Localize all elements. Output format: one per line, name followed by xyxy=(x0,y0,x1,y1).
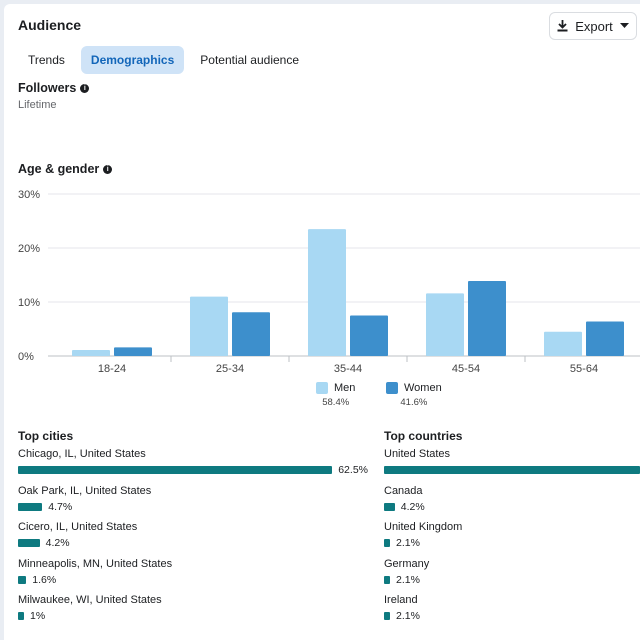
info-icon[interactable]: i xyxy=(80,83,90,93)
x-tick-label: 45-54 xyxy=(452,363,480,375)
top-cities-list: Chicago, IL, United States 62.5% Oak Park,… xyxy=(18,448,368,631)
y-tick-label: 20% xyxy=(18,243,40,255)
city-label: Cicero, IL, United States xyxy=(18,521,138,533)
city-bar-row: 1.6% xyxy=(18,573,368,586)
export-button[interactable]: Export xyxy=(549,12,637,40)
city-item: Chicago, IL, United States 62.5% xyxy=(18,448,368,485)
country-bar xyxy=(384,575,390,584)
city-item: Milwaukee, WI, United States 1% xyxy=(18,594,368,631)
bar-women-18-24 xyxy=(114,347,152,356)
followers-heading: Followers i xyxy=(18,81,90,95)
export-label: Export xyxy=(575,18,613,34)
city-bar xyxy=(18,575,27,584)
country-pct: 2.1% xyxy=(396,573,420,586)
age-gender-title: Age & gender xyxy=(18,162,100,176)
legend-pct-women: 41.6% xyxy=(400,397,428,408)
top-cities-title: Top cities xyxy=(18,429,74,443)
age-gender-heading: Age & gender i xyxy=(18,162,113,176)
country-bar xyxy=(384,466,640,474)
country-bar-row: 2.1% xyxy=(384,610,640,622)
country-pct: 4.2% xyxy=(400,500,425,513)
country-item: United States xyxy=(384,448,640,485)
country-bar xyxy=(384,502,395,511)
country-bar-row: 2.1% xyxy=(384,573,640,586)
country-bar xyxy=(384,612,390,620)
tab-trends[interactable]: Trends xyxy=(28,53,65,67)
legend-label-men: Men xyxy=(334,382,356,394)
city-pct: 1% xyxy=(30,610,46,622)
bar-men-45-54 xyxy=(426,293,464,356)
city-item: Cicero, IL, United States 4.2% xyxy=(18,521,368,558)
caret-down-icon xyxy=(619,23,629,28)
city-bar xyxy=(18,466,333,474)
city-pct: 4.2% xyxy=(45,537,70,549)
page-title: Audience xyxy=(18,17,82,33)
country-label: Germany xyxy=(384,557,430,570)
followers-title: Followers xyxy=(18,81,77,95)
tab-potential-audience[interactable]: Potential audience xyxy=(200,53,300,67)
bar-men-25-34 xyxy=(190,296,228,356)
country-label: United States xyxy=(384,448,451,460)
country-item: Germany 2.1% xyxy=(384,558,640,595)
legend-swatch-women xyxy=(386,382,398,394)
top-countries-title: Top countries xyxy=(384,429,463,443)
tab-bar: Trends Demographics Potential audience xyxy=(18,46,309,74)
x-tick-label: 18-24 xyxy=(98,363,126,375)
country-item: Canada 4.2% xyxy=(384,485,640,522)
country-pct: 2.1% xyxy=(396,610,420,622)
download-icon xyxy=(557,20,568,32)
city-pct: 4.7% xyxy=(48,500,73,513)
city-bar-row: 62.5% xyxy=(18,464,368,476)
bar-women-45-54 xyxy=(468,280,506,356)
city-label: Chicago, IL, United States xyxy=(18,448,146,460)
bar-women-55-64 xyxy=(586,321,624,356)
followers-subtitle: Lifetime xyxy=(18,99,57,111)
tab-demographics[interactable]: Demographics xyxy=(80,46,185,74)
bar-men-35-44 xyxy=(308,229,346,356)
city-bar-row: 4.2% xyxy=(18,537,368,549)
x-tick-label: 55-64 xyxy=(570,363,598,375)
y-tick-label: 10% xyxy=(18,297,40,309)
legend-label-women: Women xyxy=(404,382,442,394)
city-pct: 1.6% xyxy=(32,573,57,586)
legend-women: Women 41.6% xyxy=(386,382,442,408)
bar-women-25-34 xyxy=(232,312,270,356)
top-countries-list: United States Canada 4.2% United Kingdom 2.1… xyxy=(384,448,640,631)
city-bar xyxy=(18,612,24,620)
city-label: Milwaukee, WI, United States xyxy=(18,594,162,606)
legend-swatch-men xyxy=(316,382,328,394)
x-tick-label: 35-44 xyxy=(334,363,362,375)
bar-men-18-24 xyxy=(72,350,110,356)
country-bar-row: 2.1% xyxy=(384,537,640,549)
y-tick-label: 0% xyxy=(18,351,34,363)
country-label: Ireland xyxy=(384,594,418,606)
country-bar-row: 4.2% xyxy=(384,500,640,513)
city-bar xyxy=(18,502,43,511)
bar-women-35-44 xyxy=(350,315,388,356)
country-bar-row xyxy=(384,465,640,475)
city-bar-row: 1% xyxy=(18,610,368,622)
age-gender-chart: 30% 20% 10% 0% 18-24 25-34 35-44 45-54 55-64 xyxy=(18,189,640,375)
audience-card: Audience Export Trends Demographics Pote… xyxy=(4,4,640,640)
city-bar-row: 4.7% xyxy=(18,500,368,513)
country-label: Canada xyxy=(384,484,423,497)
city-pct: 62.5% xyxy=(338,464,368,476)
legend-men: Men 58.4% xyxy=(316,382,355,408)
city-item: Minneapolis, MN, United States 1.6% xyxy=(18,558,368,595)
city-label: Minneapolis, MN, United States xyxy=(18,557,173,570)
country-label: United Kingdom xyxy=(384,521,463,533)
y-tick-label: 30% xyxy=(18,189,40,201)
x-tick-label: 25-34 xyxy=(216,363,244,375)
country-item: Ireland 2.1% xyxy=(384,594,640,631)
legend-pct-men: 58.4% xyxy=(322,397,350,408)
city-item: Oak Park, IL, United States 4.7% xyxy=(18,485,368,522)
country-pct: 2.1% xyxy=(396,537,420,549)
country-bar xyxy=(384,539,390,547)
city-label: Oak Park, IL, United States xyxy=(18,484,152,497)
bar-men-55-64 xyxy=(544,331,582,356)
country-item: United Kingdom 2.1% xyxy=(384,521,640,558)
info-icon[interactable]: i xyxy=(103,164,113,174)
city-bar xyxy=(18,539,40,547)
